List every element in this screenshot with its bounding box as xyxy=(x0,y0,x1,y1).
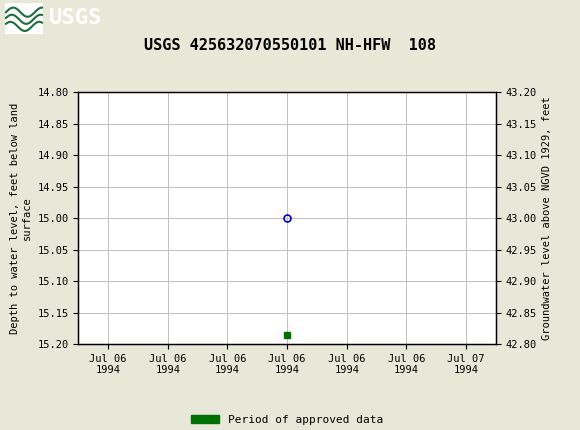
Y-axis label: Groundwater level above NGVD 1929, feet: Groundwater level above NGVD 1929, feet xyxy=(542,96,552,340)
Bar xyxy=(5,3,43,34)
Legend: Period of approved data: Period of approved data xyxy=(187,410,387,429)
Y-axis label: Depth to water level, feet below land
surface: Depth to water level, feet below land su… xyxy=(10,103,32,334)
Text: USGS 425632070550101 NH-HFW  108: USGS 425632070550101 NH-HFW 108 xyxy=(144,38,436,52)
Text: USGS: USGS xyxy=(49,8,103,28)
